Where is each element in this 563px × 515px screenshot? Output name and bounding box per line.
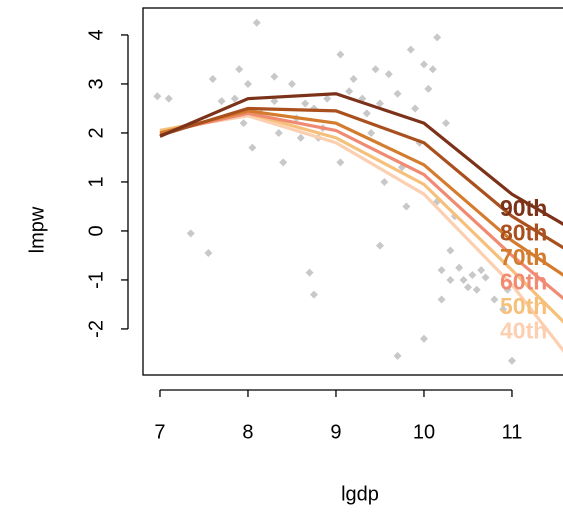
scatter-point xyxy=(468,271,477,280)
series-label: 50th xyxy=(500,293,547,319)
y-tick-label: -2 xyxy=(85,320,107,338)
x-tick-label: 10 xyxy=(413,421,435,443)
scatter-point xyxy=(345,87,354,96)
y-axis-label: lmpw xyxy=(26,206,48,253)
y-tick-label: 1 xyxy=(85,176,107,187)
quantile-line xyxy=(159,111,563,301)
scatter-point xyxy=(384,70,393,79)
scatter-point xyxy=(446,275,455,284)
x-tick-label: 11 xyxy=(502,421,523,443)
scatter-point xyxy=(323,94,332,103)
scatter-point xyxy=(424,84,433,93)
series-label: 90th xyxy=(500,195,547,221)
scatter-point xyxy=(375,99,384,108)
scatter-point xyxy=(274,128,283,137)
y-tick-label: -1 xyxy=(85,271,107,289)
scatter-point xyxy=(235,65,244,74)
scatter-point xyxy=(362,109,371,118)
scatter-point xyxy=(270,97,279,106)
scatter-point xyxy=(463,283,472,292)
x-tick-label: 9 xyxy=(330,421,341,443)
series-label: 60th xyxy=(500,269,547,295)
x-tick-label: 8 xyxy=(242,421,253,443)
scatter-point xyxy=(204,248,213,257)
scatter-point xyxy=(243,79,252,88)
scatter-point xyxy=(336,158,345,167)
scatter-point xyxy=(446,246,455,255)
scatter-point xyxy=(296,133,305,142)
scatter-point xyxy=(336,50,345,59)
scatter-point xyxy=(153,92,162,101)
scatter-point xyxy=(419,60,428,69)
scatter-point xyxy=(402,202,411,211)
scatter-point xyxy=(459,275,468,284)
scatter-point xyxy=(393,89,402,98)
scatter-point xyxy=(301,99,310,108)
scatter-point xyxy=(309,290,318,299)
x-tick-label: 7 xyxy=(154,421,165,443)
scatter-point xyxy=(490,295,499,304)
scatter-point xyxy=(428,65,437,74)
scatter-point xyxy=(217,97,226,106)
y-tick-label: 4 xyxy=(85,29,107,40)
scatter-point xyxy=(230,94,239,103)
scatter-point xyxy=(367,128,376,137)
quantile-line xyxy=(159,106,563,250)
plot-area xyxy=(153,18,563,365)
scatter-point xyxy=(441,119,450,128)
scatter-point xyxy=(455,263,464,272)
scatter-point xyxy=(419,334,428,343)
scatter-point xyxy=(375,241,384,250)
quantile-line xyxy=(159,92,563,226)
scatter-point xyxy=(270,72,279,81)
scatter-point xyxy=(437,266,446,275)
scatter-point xyxy=(305,268,314,277)
scatter-point xyxy=(164,94,173,103)
scatter-point xyxy=(287,79,296,88)
scatter-point xyxy=(252,18,261,27)
series-label: 70th xyxy=(500,244,547,270)
scatter-point xyxy=(437,295,446,304)
scatter-point xyxy=(208,75,217,84)
y-tick-label: 0 xyxy=(85,225,107,236)
scatter-point xyxy=(411,104,420,113)
x-axis-label: lgdp xyxy=(341,483,379,505)
scatter-point xyxy=(239,119,248,128)
scatter-point xyxy=(499,305,508,314)
plot-frame xyxy=(142,7,563,376)
scatter-point xyxy=(371,65,380,74)
scatter-point xyxy=(248,143,257,152)
scatter-point xyxy=(481,273,490,282)
scatter-point xyxy=(279,158,288,167)
scatter-point xyxy=(433,33,442,42)
scatter-point xyxy=(406,45,415,54)
scatter-point xyxy=(503,285,512,294)
series-label: 80th xyxy=(500,220,547,246)
y-tick-label: 3 xyxy=(85,78,107,89)
y-tick-label: 2 xyxy=(85,127,107,138)
scatter-point xyxy=(186,229,195,238)
scatter-point xyxy=(349,75,358,84)
series-label: 40th xyxy=(500,318,547,344)
scatter-point xyxy=(380,177,389,186)
scatter-point xyxy=(477,266,486,275)
scatter-point xyxy=(472,285,481,294)
scatter-point xyxy=(393,351,402,360)
scatter-point xyxy=(507,356,516,365)
